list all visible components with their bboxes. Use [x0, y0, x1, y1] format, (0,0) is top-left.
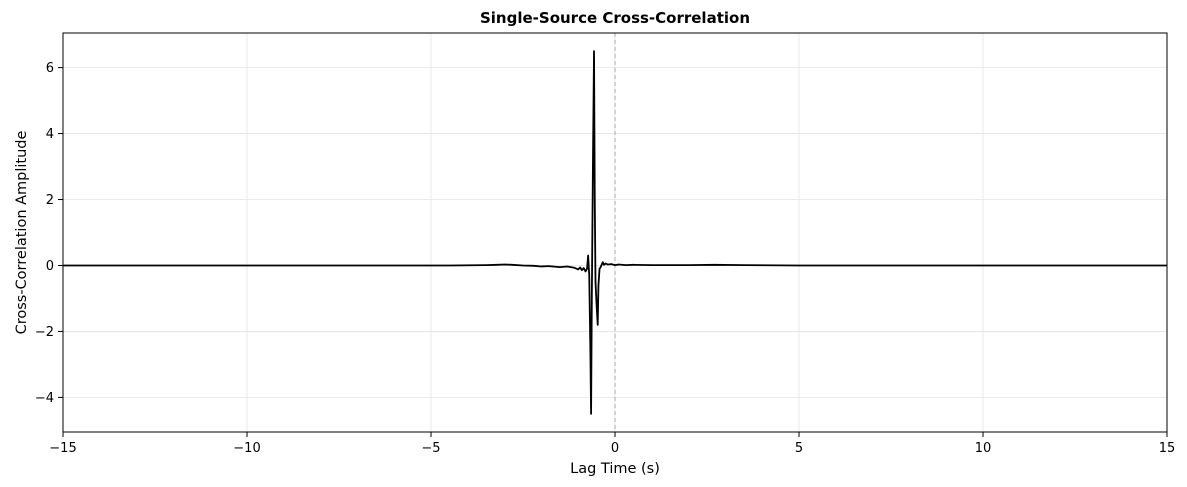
x-tick-label: 10 — [975, 441, 992, 456]
y-tick-label: −2 — [35, 325, 54, 340]
series-line-0 — [63, 50, 1167, 415]
y-axis-ticks: −4 −2 0 2 4 6 — [35, 61, 63, 406]
x-axis-label: Lag Time (s) — [570, 461, 660, 477]
y-tick-label: 0 — [46, 259, 54, 274]
x-tick-label: −10 — [233, 441, 260, 456]
x-tick-label: −5 — [421, 441, 440, 456]
y-tick-label: 6 — [46, 61, 54, 76]
y-tick-label: −4 — [35, 391, 54, 406]
series-group — [63, 50, 1167, 415]
chart-title: Single-Source Cross-Correlation — [480, 9, 750, 27]
y-axis-label: Cross-Correlation Amplitude — [14, 131, 30, 335]
x-tick-label: 5 — [795, 441, 803, 456]
y-tick-label: 4 — [46, 127, 54, 142]
x-tick-label: −15 — [49, 441, 76, 456]
x-axis-ticks: −15 −10 −5 0 5 10 15 — [49, 432, 1175, 456]
x-tick-label: 15 — [1159, 441, 1176, 456]
y-tick-label: 2 — [46, 193, 54, 208]
x-tick-label: 0 — [611, 441, 619, 456]
